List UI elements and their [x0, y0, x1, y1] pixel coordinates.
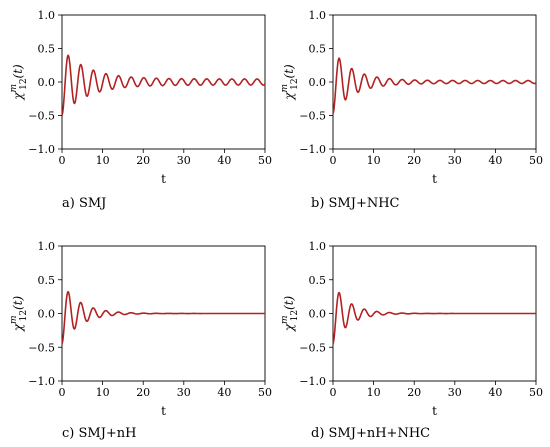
y-label-sub: 12	[19, 78, 29, 89]
y-label-sup: m	[280, 315, 290, 324]
y-tick-label: 0.0	[38, 308, 56, 321]
y-axis-label: χm12(t)	[9, 64, 29, 101]
panel-3: 0 10 20 30 40 50 −1.0 −0.5 0.0 0.5 1.0 t χm12(t) c) S…	[9, 240, 272, 441]
panel-caption: c) SMJ+nH	[62, 426, 137, 441]
x-axis-label: t	[161, 172, 166, 186]
y-tick-label: 1.0	[309, 9, 327, 22]
y-tick-label: −1.0	[28, 143, 55, 156]
x-tick-label: 10	[367, 386, 381, 399]
y-tick-label: −0.5	[28, 341, 55, 354]
x-tick-label: 50	[258, 154, 272, 167]
y-tick-label: 0.0	[309, 76, 327, 89]
y-label-sub: 12	[290, 310, 300, 321]
x-tick-label: 20	[407, 386, 421, 399]
panel-2: 0 10 20 30 40 50 −1.0 −0.5 0.0 0.5 1.0 t χm12(t) b) S…	[280, 9, 543, 211]
y-label-arg: (t)	[282, 295, 296, 310]
y-label-sub: 12	[19, 310, 29, 321]
x-tick-label: 0	[330, 386, 337, 399]
y-label-sup: m	[9, 315, 19, 324]
y-tick-label: 1.0	[38, 9, 56, 22]
y-tick-label: 0.0	[38, 76, 56, 89]
y-label-arg: (t)	[282, 64, 296, 79]
y-tick-label: −0.5	[28, 110, 55, 123]
series-line-1	[332, 291, 536, 345]
x-tick-label: 10	[96, 386, 110, 399]
y-tick-label: 0.0	[309, 308, 327, 321]
y-label-base: χ	[11, 92, 25, 101]
panel-4: 0 10 20 30 40 50 −1.0 −0.5 0.0 0.5 1.0 t χm12(t) d) S…	[280, 240, 543, 441]
panel-caption: d) SMJ+nH+NHC	[311, 426, 430, 441]
x-axis-label: t	[432, 404, 437, 418]
y-tick-label: 0.5	[309, 43, 327, 56]
panel-1: 0 10 20 30 40 50 −1.0 −0.5 0.0 0.5 1.0 t χm12(t) a) S…	[9, 9, 272, 211]
series-line-1	[332, 57, 537, 114]
x-tick-label: 40	[217, 154, 231, 167]
x-tick-label: 30	[177, 154, 191, 167]
series-line-1	[61, 54, 266, 116]
x-tick-label: 20	[136, 386, 150, 399]
y-tick-label: 1.0	[309, 240, 327, 253]
x-tick-label: 20	[136, 154, 150, 167]
y-tick-label: −0.5	[299, 341, 326, 354]
y-label-sub: 12	[290, 78, 300, 89]
y-label-sup: m	[9, 84, 19, 93]
x-tick-label: 30	[448, 154, 462, 167]
y-tick-label: 0.5	[309, 274, 327, 287]
y-label-sup: m	[280, 84, 290, 93]
x-tick-label: 0	[330, 154, 337, 167]
y-tick-label: 0.5	[38, 274, 56, 287]
x-tick-label: 10	[367, 154, 381, 167]
x-tick-label: 40	[217, 386, 231, 399]
x-tick-label: 30	[448, 386, 462, 399]
x-axis-label: t	[161, 404, 166, 418]
y-tick-label: 1.0	[38, 240, 56, 253]
x-tick-label: 30	[177, 386, 191, 399]
y-axis-label: χm12(t)	[280, 295, 300, 332]
y-label-arg: (t)	[11, 64, 25, 79]
y-label-base: χ	[11, 323, 25, 332]
x-axis-label: t	[432, 172, 437, 186]
x-tick-label: 10	[96, 154, 110, 167]
y-label-base: χ	[282, 323, 296, 332]
x-tick-label: 0	[59, 154, 66, 167]
panel-caption: a) SMJ	[62, 196, 106, 211]
y-tick-label: 0.5	[38, 43, 56, 56]
panel-caption: b) SMJ+NHC	[311, 196, 400, 211]
x-tick-label: 40	[488, 154, 502, 167]
y-tick-label: −0.5	[299, 110, 326, 123]
x-tick-label: 20	[407, 154, 421, 167]
y-axis-label: χm12(t)	[280, 64, 300, 101]
x-tick-label: 40	[488, 386, 502, 399]
x-tick-label: 50	[258, 386, 272, 399]
y-label-base: χ	[282, 92, 296, 101]
y-tick-label: −1.0	[28, 375, 55, 388]
y-tick-label: −1.0	[299, 375, 326, 388]
y-label-arg: (t)	[11, 295, 25, 310]
x-tick-label: 50	[529, 386, 543, 399]
x-tick-label: 50	[529, 154, 543, 167]
y-axis-label: χm12(t)	[9, 295, 29, 332]
x-tick-label: 0	[59, 386, 66, 399]
series-line-1	[61, 290, 265, 345]
y-tick-label: −1.0	[299, 143, 326, 156]
